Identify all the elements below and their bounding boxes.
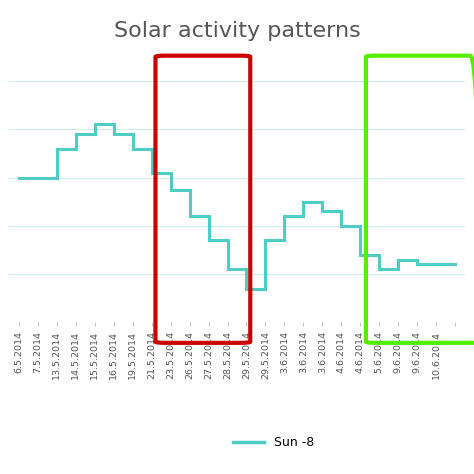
Legend: Sun -8: Sun -8 [228, 431, 319, 454]
Title: Solar activity patterns: Solar activity patterns [114, 21, 360, 41]
